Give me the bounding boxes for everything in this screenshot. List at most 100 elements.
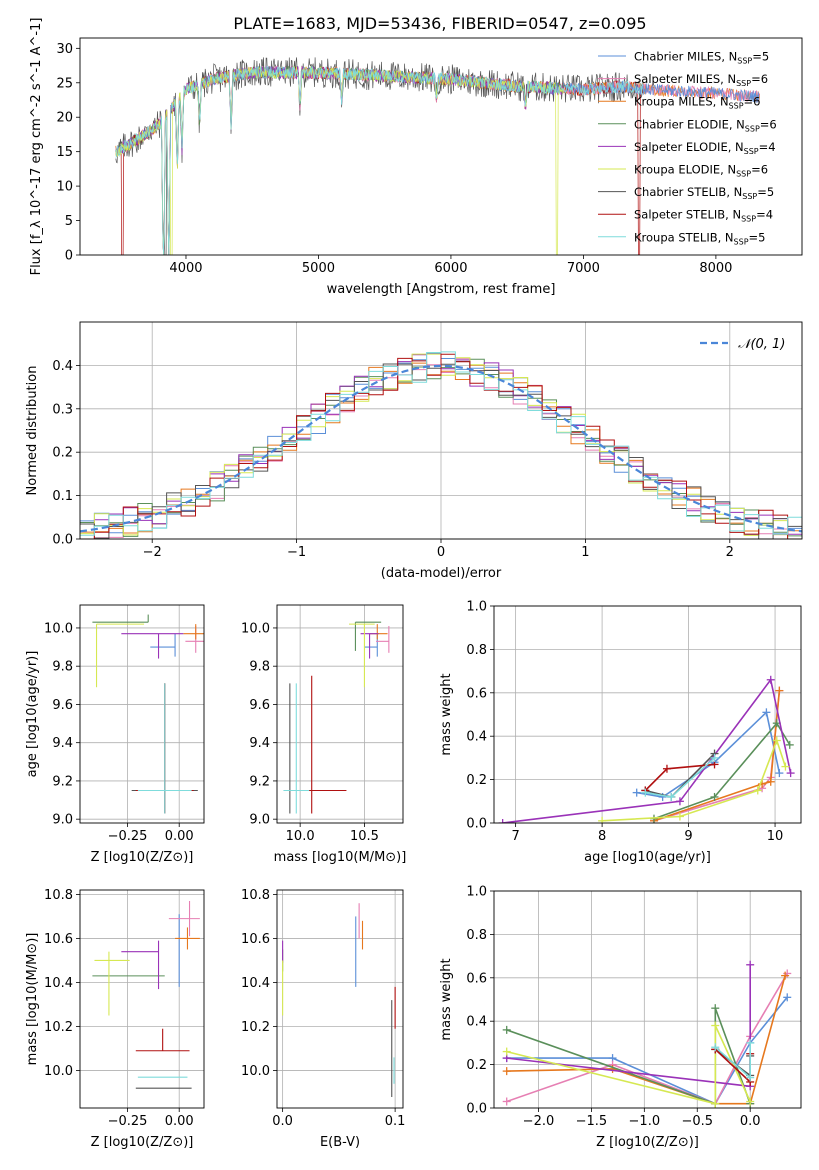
y-tick-label: 5 <box>65 214 73 229</box>
mass-weight-vs-Z-axes: −2.0 −1.5 −1.0 −0.5 0.0 0.0 0.2 0.4 0.6 0.8 1.0 Z [… <box>439 885 802 1150</box>
y-tick-label: 10.4 <box>44 976 73 991</box>
legend-label: 𝒩(0, 1) <box>738 337 785 352</box>
plot-layer: 4000 5000 6000 7000 8000051015202530waveleng… <box>25 18 803 1150</box>
x-tick-label: 2 <box>726 545 734 560</box>
legend-subscript: SSP <box>737 57 752 66</box>
y-tick-label: 10.4 <box>241 976 270 991</box>
x-axis-label: Z [log10(Z/Z⊙)] <box>91 1135 194 1150</box>
y-axis-label: mass [log10(M/M⊙)] <box>25 933 40 1066</box>
legend-subscript: SSP <box>742 192 757 201</box>
y-tick-label: 0.2 <box>466 1058 487 1073</box>
y-tick-label: 9.0 <box>52 813 73 828</box>
x-tick-label: 6000 <box>434 261 467 276</box>
y-tick-label: 0.6 <box>466 971 487 986</box>
y-tick-label: 0.2 <box>466 773 487 788</box>
x-tick-label: −0.5 <box>681 1114 713 1129</box>
y-tick-label: 0.2 <box>52 446 73 461</box>
legend-label: Chabrier STELIB, NSSP=5 <box>634 185 774 201</box>
legend-subscript: SSP <box>741 215 756 224</box>
age-vs-Z-axes: −0.25 0.00 9.0 9.2 9.4 9.6 9.8 10.0 Z [log10(Z/Z… <box>25 604 205 865</box>
axes-frame <box>79 37 803 256</box>
gaussian-reference-line <box>80 364 802 533</box>
y-tick-label: 0 <box>65 249 73 264</box>
weight-line-salpeter-miles <box>653 690 781 822</box>
x-tick-label: 8 <box>598 829 606 844</box>
legend-label: Kroupa ELODIE, NSSP=6 <box>634 163 768 179</box>
y-tick-label: 10.0 <box>44 621 73 636</box>
y-tick-label: 10 <box>56 180 73 195</box>
weight-line-chabrier-elodie <box>653 721 791 820</box>
axes-frame <box>79 889 205 1109</box>
age-vs-mass-axes: 10.0 10.5 9.0 9.2 9.4 9.6 9.8 10.0 mass [log10(M… <box>241 604 407 865</box>
x-axis-label: E(B-V) <box>320 1135 360 1150</box>
y-tick-label: 10.8 <box>241 888 270 903</box>
x-tick-label: 4000 <box>169 261 202 276</box>
legend-subscript: SSP <box>744 147 759 156</box>
y-tick-label: 1.0 <box>466 885 487 900</box>
axes-frame <box>79 604 205 824</box>
y-tick-label: 20 <box>56 111 73 126</box>
mass-weight-vs-age-plot <box>498 675 795 823</box>
x-axis-label: mass [log10(M/M⊙)] <box>274 850 407 865</box>
x-tick-label: 0.1 <box>385 1114 406 1129</box>
y-tick-label: 0.4 <box>466 1015 487 1030</box>
y-tick-label: 30 <box>56 42 73 57</box>
spectrum-axes: 4000 5000 6000 7000 8000 0 5 10 15 20 25 30 waveleng… <box>29 18 803 297</box>
residual-histogram-axes: −2 −1 0 1 2 0.0 0.1 0.2 0.3 0.4 (data-model)/error… <box>25 321 803 581</box>
legend-value: =6 <box>744 95 761 109</box>
y-tick-label: 9.6 <box>52 698 73 713</box>
y-tick-label: 10.0 <box>241 1064 270 1079</box>
mass-vs-Z-plot <box>92 901 200 1089</box>
x-tick-label: 0.0 <box>272 1114 293 1129</box>
y-tick-label: 10.6 <box>44 932 73 947</box>
x-tick-label: 7 <box>511 829 519 844</box>
legend-value: =4 <box>756 208 773 222</box>
weight-line-kroupa-elodie <box>506 1025 751 1105</box>
legend-value: =6 <box>751 163 768 177</box>
y-tick-label: 0.4 <box>466 730 487 745</box>
y-tick-label: 10.0 <box>44 1064 73 1079</box>
x-tick-label: −2.0 <box>523 1114 555 1129</box>
x-tick-label: 1 <box>581 545 589 560</box>
age-vs-mass-plot <box>283 621 390 814</box>
x-tick-label: 10 <box>767 829 784 844</box>
x-tick-label: 9 <box>684 829 692 844</box>
weight-line-salpeter-miles <box>506 973 788 1105</box>
legend-label: Chabrier ELODIE, NSSP=6 <box>634 117 777 133</box>
y-tick-label: 10.6 <box>241 932 270 947</box>
residual-histogram-plot <box>80 351 802 539</box>
histogram-salpeter-stelib <box>80 353 802 539</box>
y-tick-label: 9.2 <box>52 774 73 789</box>
legend-subscript: SSP <box>736 170 751 179</box>
x-tick-label: −1.0 <box>629 1114 661 1129</box>
legend-label: Salpeter ELODIE, NSSP=4 <box>634 140 776 156</box>
y-tick-label: 0.3 <box>52 402 73 417</box>
y-tick-label: 9.8 <box>249 660 270 675</box>
y-tick-label: 9.6 <box>249 698 270 713</box>
spectrum-line-kroupa-elodie <box>115 65 564 255</box>
y-axis-label: Normed distribution <box>25 366 40 496</box>
y-tick-label: 10.0 <box>241 621 270 636</box>
y-axis-label: mass weight <box>439 673 454 755</box>
x-axis-label: Z [log10(Z/Z⊙)] <box>91 850 194 865</box>
y-tick-label: 9.8 <box>52 660 73 675</box>
age-vs-Z-plot <box>92 614 204 814</box>
x-tick-label: −0.25 <box>108 1114 148 1129</box>
legend-value: =6 <box>760 117 777 131</box>
legend-subscript: SSP <box>745 124 760 133</box>
legend-value: =4 <box>759 140 776 154</box>
y-tick-label: 0.1 <box>52 489 73 504</box>
y-tick-label: 9.4 <box>52 736 73 751</box>
y-axis-label: mass weight <box>439 958 454 1040</box>
x-tick-label: 8000 <box>699 261 732 276</box>
legend-subscript: SSP <box>734 237 749 246</box>
legend-label: Chabrier MILES, NSSP=5 <box>634 50 769 66</box>
x-axis-label: (data-model)/error <box>381 566 502 581</box>
y-tick-label: 0.0 <box>466 1102 487 1117</box>
y-tick-label: 9.0 <box>249 813 270 828</box>
axes-frame <box>493 605 802 824</box>
legend-value: =5 <box>757 185 774 199</box>
y-tick-label: 10.2 <box>241 1020 270 1035</box>
x-tick-label: −1 <box>287 545 306 560</box>
legend-label: Salpeter MILES, NSSP=6 <box>634 72 768 88</box>
